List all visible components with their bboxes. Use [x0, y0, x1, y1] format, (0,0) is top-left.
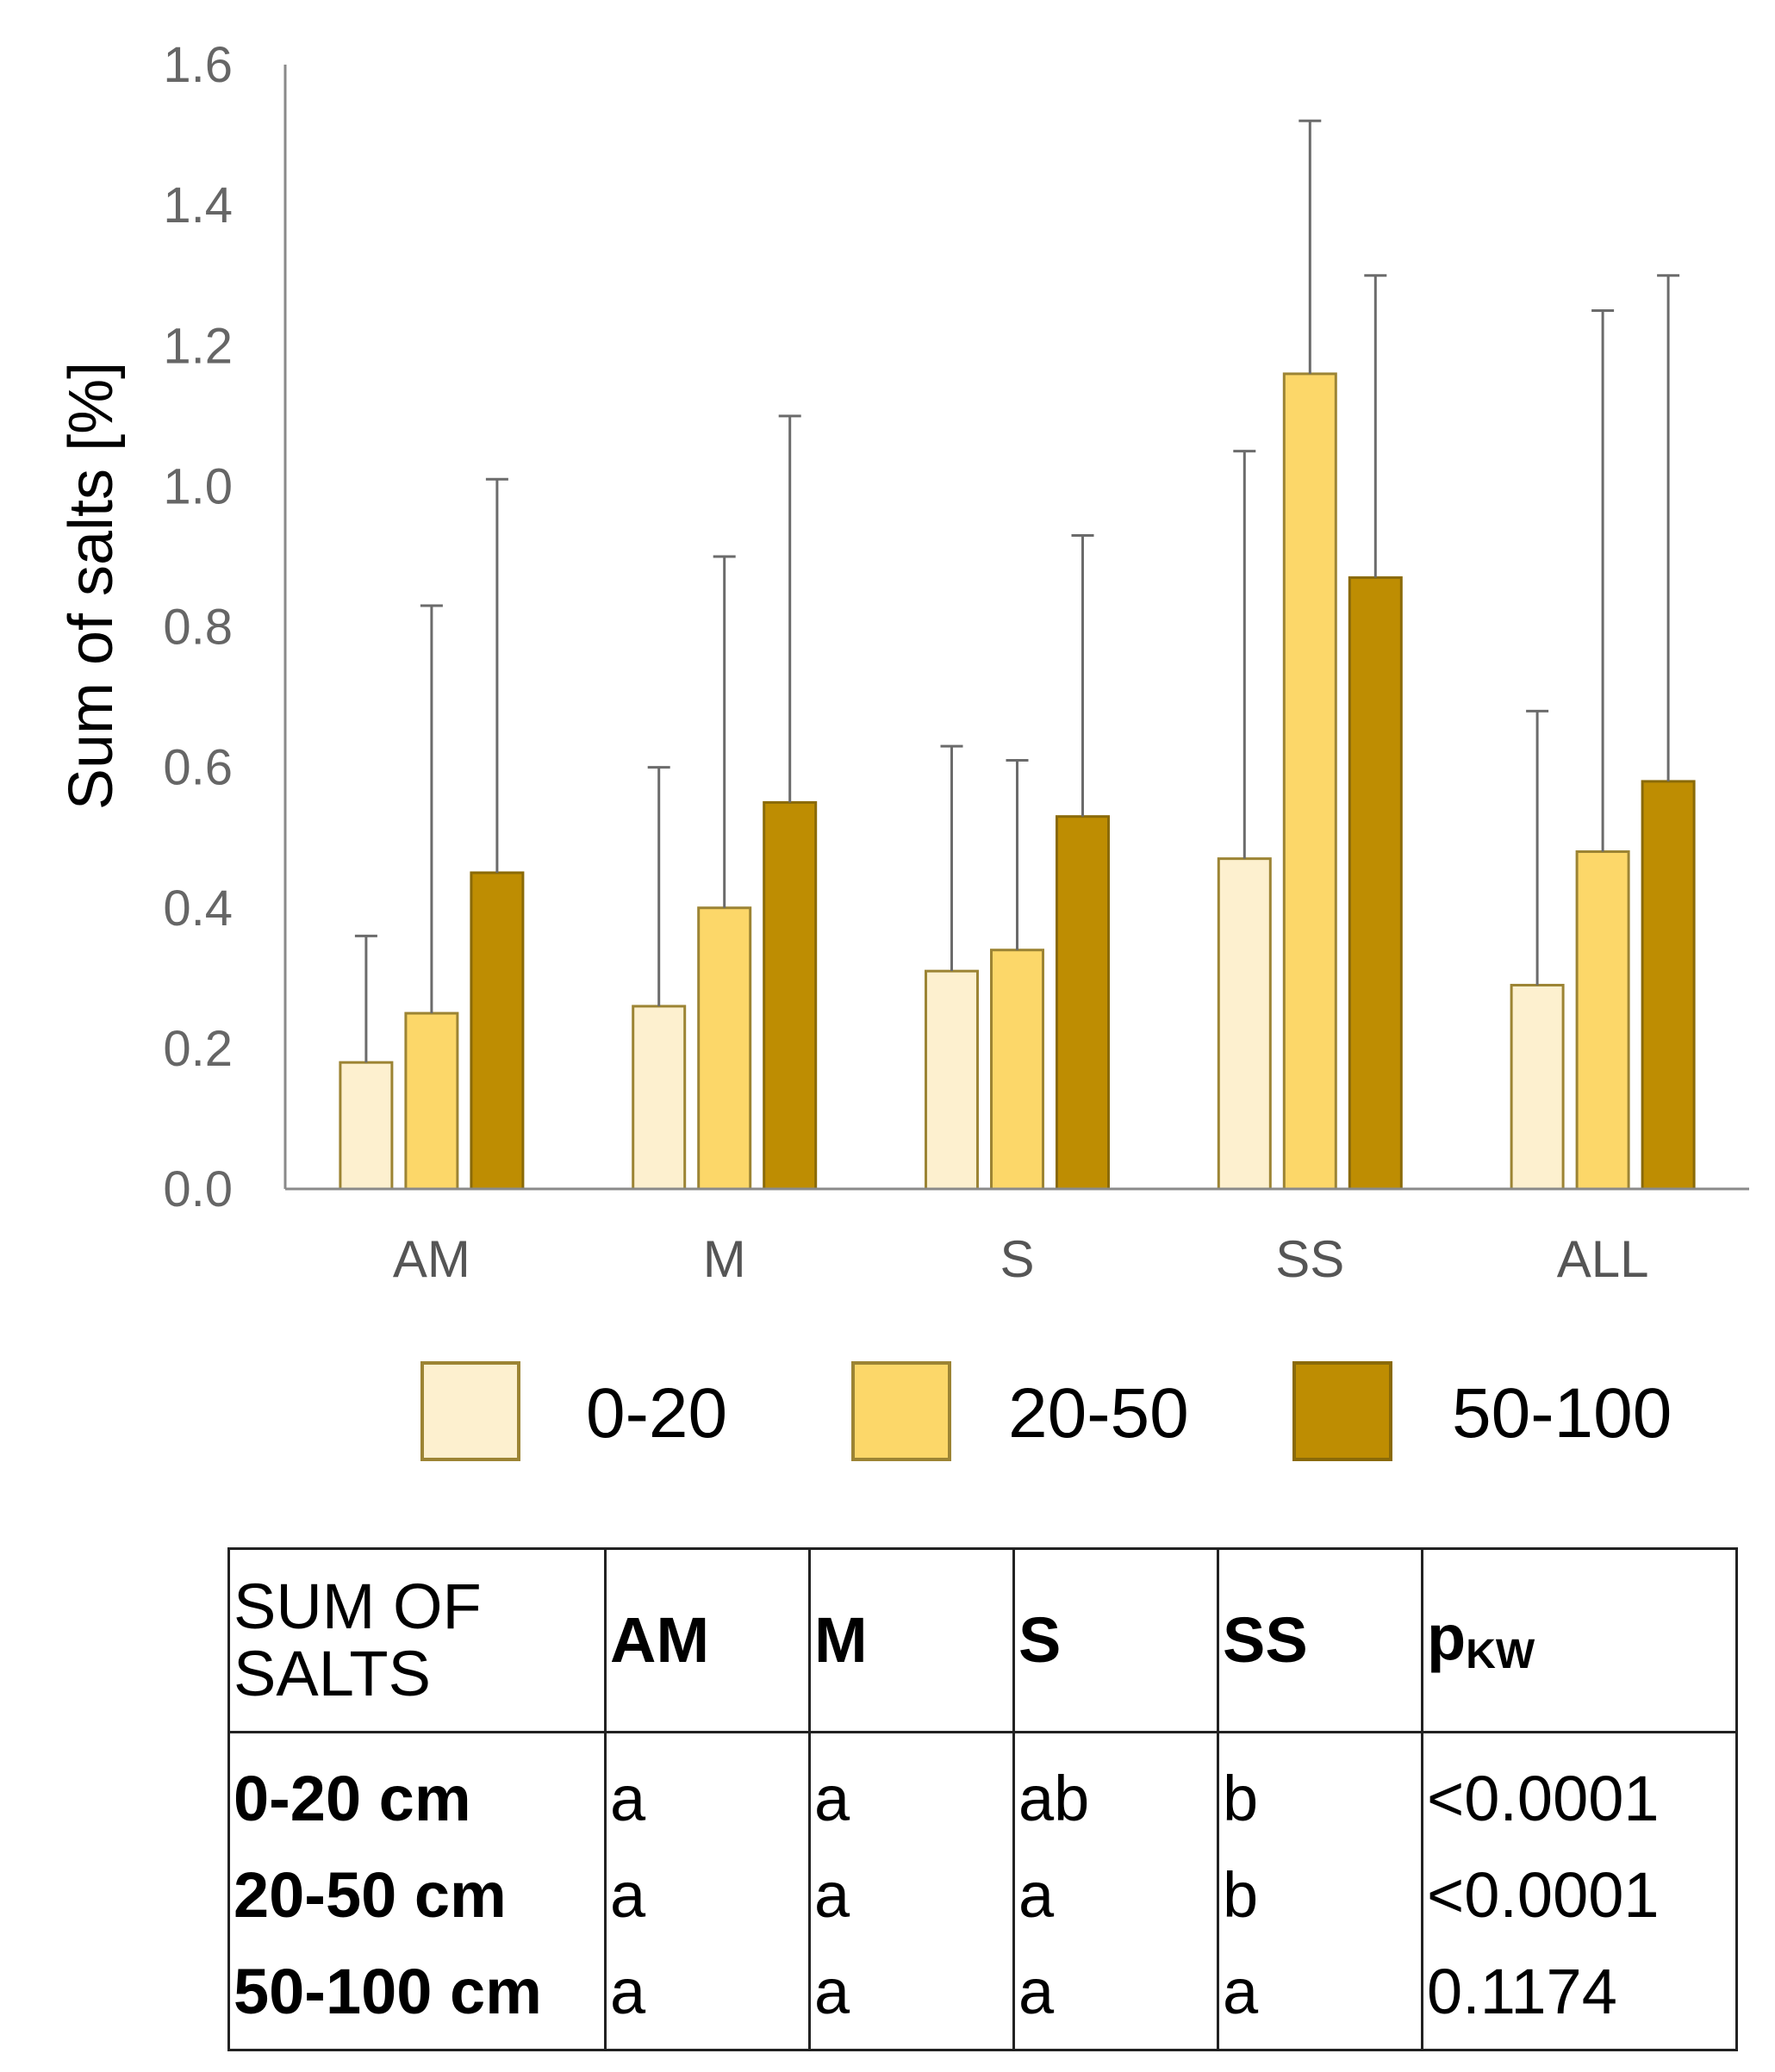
error-bars: [354, 119, 1680, 1063]
table-header-m: M: [808, 1547, 1015, 1733]
bar: [1575, 850, 1630, 1191]
bar: [990, 949, 1044, 1191]
table-cell: a: [604, 1847, 811, 1944]
table-row: 50-100 cm a a a a 0.1174: [227, 1944, 1738, 2051]
legend: 0-20 20-50 50-100: [420, 1361, 1672, 1461]
y-tick-label: 1.4: [163, 177, 233, 233]
table-header-pkw: pKW: [1421, 1547, 1738, 1733]
bar: [1348, 576, 1403, 1191]
table-corner-cell: SUM OF SALTS: [227, 1547, 607, 1733]
table-cell: a: [1217, 1944, 1423, 2051]
table-row-label: 50-100 cm: [227, 1944, 607, 2051]
table-cell: b: [1217, 1847, 1423, 1944]
y-tick-label: 0.6: [163, 740, 233, 796]
x-category-label: AM: [393, 1230, 470, 1288]
bar: [925, 969, 979, 1191]
table-header-row: SUM OF SALTS AM M S SS pKW: [227, 1547, 1738, 1733]
bar: [632, 1005, 687, 1191]
x-category-label: SS: [1275, 1230, 1344, 1288]
table-cell: a: [1012, 1847, 1219, 1944]
table-cell-pkw: 0.1174: [1421, 1944, 1738, 2051]
bar: [470, 871, 525, 1191]
bar: [1641, 780, 1696, 1191]
y-tick-label: 0.4: [163, 880, 233, 936]
table-cell: ab: [1012, 1732, 1219, 1847]
y-tick-label: 0.0: [163, 1161, 233, 1217]
table-cell: a: [808, 1944, 1015, 2051]
pkw-main: p: [1427, 1601, 1467, 1673]
y-tick-label: 0.2: [163, 1021, 233, 1077]
y-tick-label: 1.0: [163, 458, 233, 514]
table-cell-pkw: <0.0001: [1421, 1847, 1738, 1944]
table-cell-pkw: <0.0001: [1421, 1732, 1738, 1847]
table-cell: a: [1012, 1944, 1219, 2051]
table-row: 0-20 cm a a ab b <0.0001: [227, 1732, 1738, 1847]
legend-label: 50-100: [1452, 1374, 1672, 1453]
table-cell: a: [604, 1944, 811, 2051]
table-cell: a: [808, 1847, 1015, 1944]
table-row: 20-50 cm a a a b <0.0001: [227, 1847, 1738, 1944]
y-tick-label: 1.2: [163, 318, 233, 374]
legend-label: 0-20: [586, 1374, 727, 1453]
bar: [404, 1011, 459, 1191]
legend-label: 20-50: [1008, 1374, 1189, 1453]
bar: [1217, 857, 1272, 1191]
x-category-label: M: [703, 1230, 746, 1288]
table-row-label: 0-20 cm: [227, 1732, 607, 1847]
y-tick-label: 0.8: [163, 600, 233, 656]
table-cell: b: [1217, 1732, 1423, 1847]
y-axis-ticks: 0.0 0.2 0.4 0.6 0.8 1.0 1.2 1.4 1.6: [163, 37, 233, 1217]
table-header-ss: SS: [1217, 1547, 1423, 1733]
y-axis-label: Sum of salts [%]: [57, 362, 126, 810]
bar: [339, 1061, 394, 1191]
table-corner-line2: SALTS: [234, 1638, 431, 1709]
pkw-sub: KW: [1466, 1631, 1535, 1677]
table-cell: a: [808, 1732, 1015, 1847]
bar: [1056, 815, 1110, 1191]
bar: [1282, 372, 1337, 1191]
bar: [697, 906, 752, 1191]
y-tick-label: 1.6: [163, 37, 233, 93]
table-corner-line1: SUM OF: [234, 1570, 482, 1642]
legend-swatch: [851, 1361, 951, 1461]
legend-swatch: [420, 1361, 520, 1461]
table-header-am: AM: [604, 1547, 811, 1733]
legend-swatch: [1292, 1361, 1392, 1461]
x-category-label: ALL: [1557, 1230, 1649, 1288]
table-header-s: S: [1012, 1547, 1219, 1733]
table-cell: a: [604, 1732, 811, 1847]
bar: [1510, 983, 1565, 1191]
bar: [763, 800, 818, 1191]
table-row-label: 20-50 cm: [227, 1847, 607, 1944]
significance-table: SUM OF SALTS AM M S SS pKW 0-20 cm a a ab…: [227, 1547, 1738, 2051]
x-axis-categories: AM M S SS ALL: [393, 1230, 1649, 1288]
salt-bar-chart: 0.00.20.40.60.81.01.21.41.6 AM M S SS ALL Su…: [57, 37, 1749, 1461]
x-category-label: S: [1000, 1230, 1034, 1288]
axes: [283, 65, 1749, 1191]
